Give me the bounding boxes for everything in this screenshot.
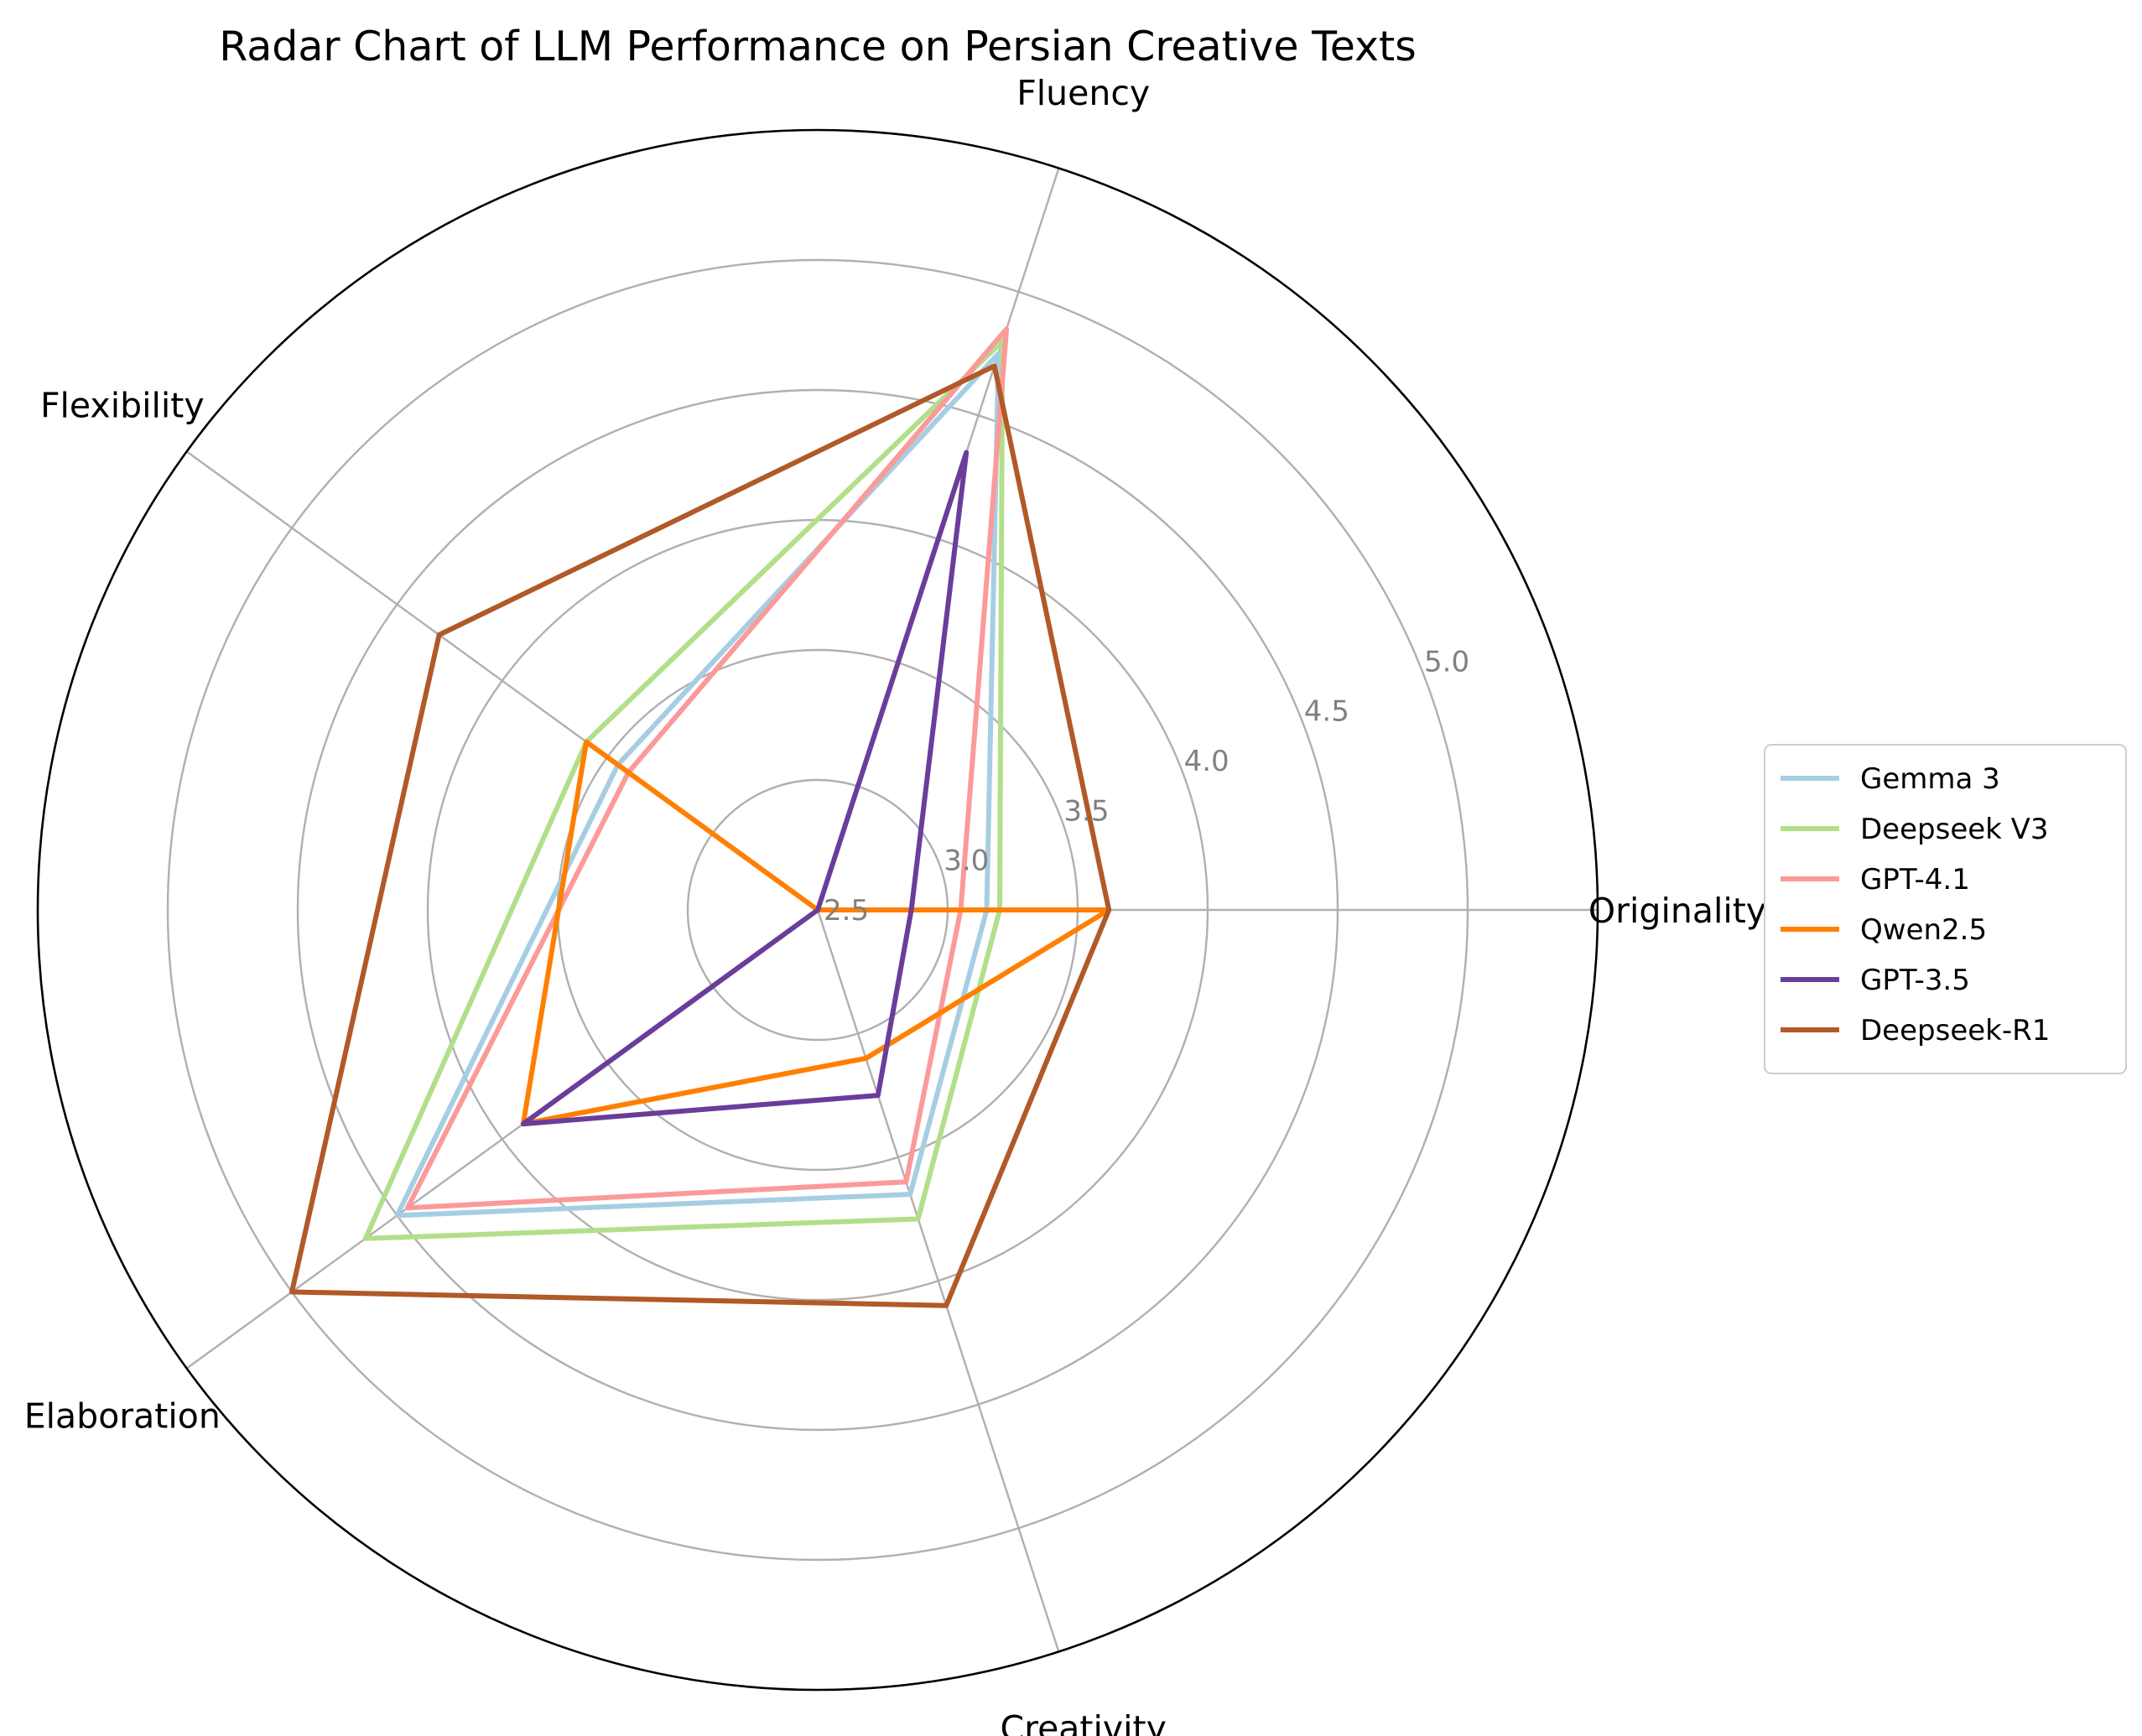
axis-label-elaboration: Elaboration (24, 1396, 221, 1437)
series-line-gemma-3 (394, 351, 1001, 1219)
spoke-creativity (816, 909, 1060, 1652)
legend-label-gemma-3: Gemma 3 (1860, 762, 2000, 796)
series-line-gpt-4-1 (404, 326, 1010, 1211)
r-tick-label-1: 3.0 (944, 845, 989, 878)
series-line-deepseek-r1 (289, 363, 1112, 1308)
legend-label-gpt-4-1: GPT-4.1 (1860, 863, 1970, 897)
legend-label-deepseek-r1: Deepseek-R1 (1860, 1014, 2050, 1047)
axis-label-flexibility: Flexibility (40, 386, 205, 426)
legend: Gemma 3 Deepseek V3 GPT-4.1 Qwen2.5 GPT-3.5 D… (1764, 744, 2127, 1074)
radial-tick-labels: 2.5 3.0 3.5 4.0 4.5 5.0 (824, 645, 1469, 928)
legend-label-qwen2-5: Qwen2.5 (1860, 913, 1987, 947)
axis-label-fluency: Fluency (1016, 73, 1150, 113)
legend-label-deepseek-v3: Deepseek V3 (1860, 813, 2049, 846)
axis-label-creativity: Creativity (1000, 1708, 1166, 1736)
series-line-qwen2-5 (520, 739, 1112, 1127)
axis-label-originality: Originality (1588, 891, 1766, 931)
series-line-gpt-3-5 (520, 450, 970, 1127)
outer-frame (36, 128, 1599, 1692)
r-tick-label-5: 5.0 (1424, 645, 1469, 678)
series-line-deepseek-v3 (362, 338, 1006, 1241)
axis-labels: Originality Fluency Flexibility Elaboration… (24, 73, 1766, 1736)
r-tick-label-2: 3.5 (1063, 794, 1109, 828)
legend-frame (1764, 744, 2127, 1074)
r-tick-label-0: 2.5 (824, 894, 869, 928)
radar-series (289, 326, 1112, 1308)
r-tick-label-4: 4.5 (1304, 695, 1349, 729)
r-tick-label-3: 4.0 (1184, 745, 1230, 778)
radar-grid (36, 128, 1599, 1692)
legend-label-gpt-3-5: GPT-3.5 (1860, 964, 1970, 997)
chart-title: Radar Chart of LLM Performance on Persia… (219, 23, 1417, 70)
